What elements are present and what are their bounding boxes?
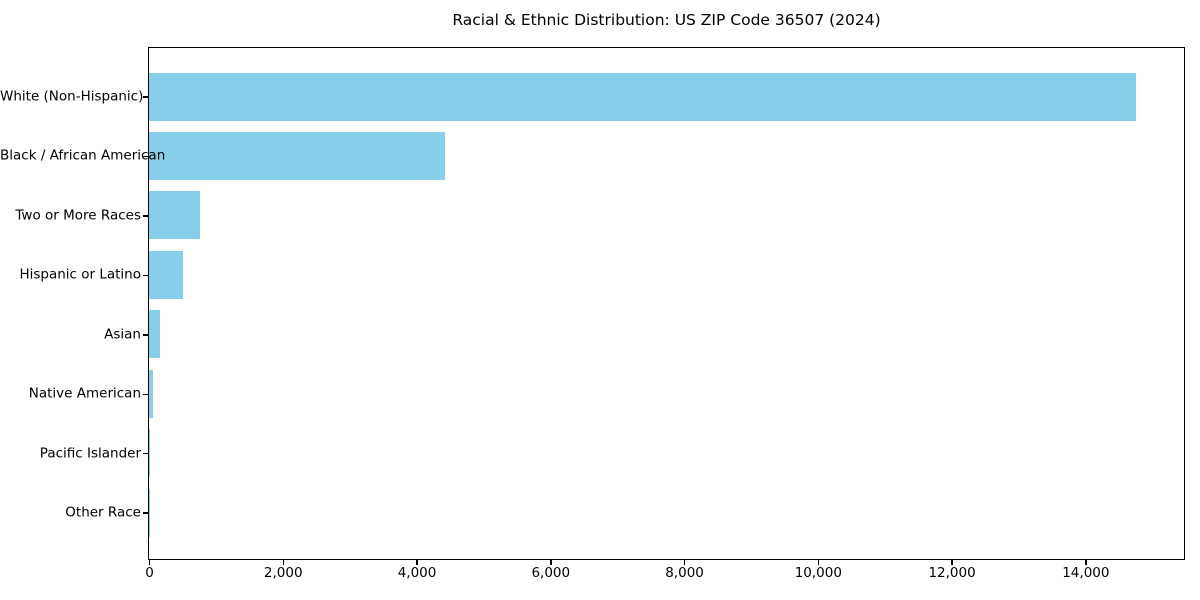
y-tick-mark — [143, 274, 148, 277]
y-tick-mark — [143, 393, 148, 395]
y-tick-mark — [143, 155, 148, 158]
bar-white-non-hispanic — [149, 72, 1136, 121]
y-label-black-african-american: Black / African American — [0, 147, 166, 164]
y-label-other-race: Other Race — [65, 504, 141, 521]
x-tick-label-8-000: 8,000 — [665, 565, 704, 581]
x-tick-label-10-000: 10,000 — [794, 565, 842, 581]
x-tick-label-12-000: 12,000 — [928, 565, 976, 581]
y-label-white-non-hispanic: White (Non-Hispanic) — [0, 88, 144, 105]
x-tick-mark — [951, 560, 953, 565]
x-tick-mark — [1085, 560, 1087, 565]
x-tick-mark — [416, 560, 418, 565]
bar-two-or-more-races — [149, 191, 200, 240]
bar-asian — [149, 310, 160, 359]
x-tick-mark — [817, 560, 820, 565]
x-tick-mark — [148, 560, 151, 565]
bar-native-american — [149, 369, 153, 418]
plot-area — [148, 47, 1185, 560]
y-label-native-american: Native American — [28, 385, 141, 402]
x-tick-mark — [683, 560, 686, 565]
y-tick-mark — [143, 215, 148, 217]
y-tick-mark — [143, 452, 148, 455]
bar-hispanic-or-latino — [149, 250, 184, 299]
y-label-asian: Asian — [104, 326, 141, 343]
y-tick-mark — [143, 96, 148, 98]
x-tick-label-0: 0 — [145, 565, 154, 581]
y-label-hispanic-or-latino: Hispanic or Latino — [19, 266, 141, 283]
chart-title: Racial & Ethnic Distribution: US ZIP Cod… — [452, 11, 881, 29]
y-tick-mark — [143, 334, 148, 336]
x-tick-label-14-000: 14,000 — [1062, 565, 1110, 581]
x-tick-mark — [550, 560, 552, 565]
y-label-pacific-islander: Pacific Islander — [39, 444, 141, 461]
x-tick-label-4-000: 4,000 — [397, 565, 437, 581]
x-tick-label-2-000: 2,000 — [263, 565, 303, 581]
bar-black-african-american — [149, 131, 445, 180]
y-label-two-or-more-races: Two or More Races — [15, 207, 141, 224]
y-tick-mark — [143, 512, 148, 514]
bar-pacific-islander — [149, 429, 150, 478]
x-tick-mark — [282, 560, 284, 565]
x-tick-label-6-000: 6,000 — [531, 565, 571, 581]
